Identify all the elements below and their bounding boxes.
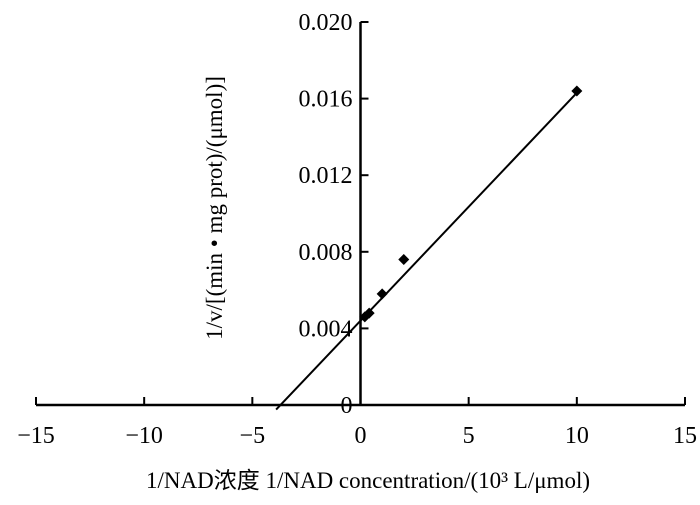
trendline [275,92,578,411]
x-tick-label: 15 [673,423,697,449]
x-axis-title: 1/NAD浓度 1/NAD concentration/(10³ L/μmol) [146,468,590,493]
y-tick-label: 0.016 [299,87,353,113]
data-point [398,253,410,265]
y-tick-labels: 0 0.004 0.008 0.012 0.016 0.020 [299,10,353,419]
y-tick-label: 0.012 [299,163,353,189]
x-tick-label: 10 [565,423,589,449]
x-tick-label: −10 [125,423,163,449]
x-tick-label: −15 [17,423,55,449]
axes [35,21,686,407]
data-point [363,307,375,319]
x-tick-label: 0 [355,423,367,449]
x-tick-label: 5 [463,423,475,449]
y-tick-label: 0.004 [299,316,353,342]
x-tick-label: −5 [240,423,266,449]
x-tick-labels: −15 −10 −5 0 5 10 15 [17,423,697,449]
data-points [359,85,583,323]
data-point [376,288,388,300]
trendline-layer [275,92,578,411]
y-tick-label: 0.008 [299,240,353,266]
y-tick-label: 0 [341,393,353,419]
data-point [571,85,583,97]
y-axis-title: 1/v/[(min • mg prot)/(μmol)] [202,76,227,340]
y-tick-label: 0.020 [299,10,353,36]
